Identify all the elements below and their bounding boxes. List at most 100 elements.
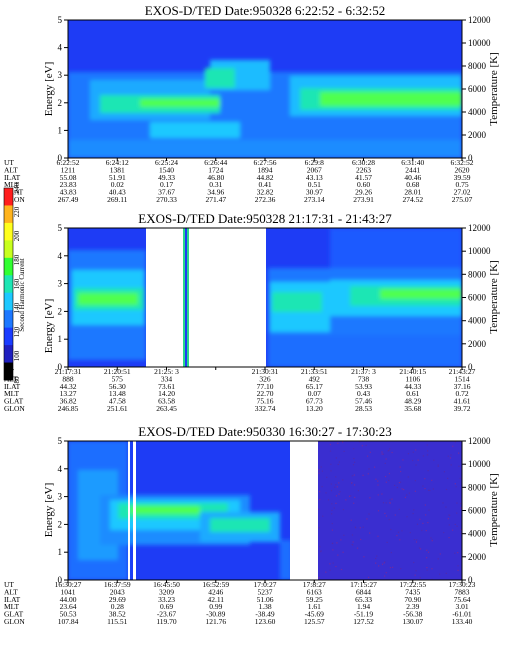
table-cell: 274.52 [402, 195, 423, 204]
table-cell: 49.33 [158, 173, 175, 182]
colorbar-label: Second Harmonic Current [18, 258, 26, 332]
noise-point [332, 542, 334, 544]
noise-point [366, 455, 369, 457]
noise-point [391, 566, 394, 568]
panel-1-y2tick: 10000 [468, 38, 491, 48]
panel-3-y-axis: 5 4 3 2 1 0 Energy [eV] [43, 436, 68, 585]
table-cell: 6:27:56 [254, 158, 277, 167]
table-cell: 67.73 [306, 397, 323, 406]
noise-point [352, 464, 355, 466]
noise-point [445, 572, 447, 574]
noise-point [415, 541, 418, 543]
table-cell: 75.16 [257, 397, 274, 406]
noise-point [326, 476, 328, 478]
noise-point [425, 514, 427, 516]
noise-point [325, 571, 327, 573]
noise-point [442, 502, 444, 504]
table-cell: 0.72 [455, 389, 468, 398]
noise-point [437, 558, 439, 560]
noise-point [437, 464, 439, 466]
table-cell: 55.08 [60, 173, 77, 182]
table-cell: 16:37:59 [104, 580, 131, 589]
noise-point [338, 482, 340, 484]
noise-point [415, 464, 417, 466]
table-cell: 738 [358, 374, 370, 383]
noise-point [426, 454, 429, 456]
noise-point [357, 490, 359, 492]
noise-point [399, 539, 401, 541]
noise-point [321, 485, 323, 488]
table-cell: -56.38 [403, 610, 423, 619]
noise-point [448, 537, 450, 539]
noise-point [396, 486, 398, 489]
panel-3-y2tick: 0 [468, 575, 473, 585]
noise-point [397, 531, 400, 533]
noise-point [390, 551, 392, 554]
colorbar-tick: 80 [13, 376, 21, 384]
table-cell: 40.43 [109, 188, 126, 197]
table-row-label: GLON [4, 617, 25, 626]
noise-point [358, 441, 361, 443]
noise-point [377, 510, 380, 512]
noise-point [360, 538, 362, 541]
table-cell: 17:0:27 [254, 580, 277, 589]
noise-point [353, 484, 356, 486]
noise-point [318, 472, 320, 474]
table-cell: 43.83 [60, 188, 77, 197]
table-row-label: ALT [4, 374, 18, 383]
table-cell: 17:15:27 [350, 580, 377, 589]
noise-point [368, 513, 370, 515]
panel-3: EXOS-D/TED Date:950330 16:30:27 - 17:30:… [4, 424, 500, 626]
noise-point [386, 541, 388, 543]
panel-2-y2tick: 10000 [468, 246, 491, 256]
panel-1-y-axis: 5 4 3 2 1 0 Energy [eV] [43, 15, 68, 163]
noise-point [396, 535, 398, 537]
noise-point [427, 522, 429, 524]
noise-point [339, 491, 341, 493]
table-cell: 21:33:51 [301, 367, 328, 376]
table-row-label: ILAT [4, 173, 21, 182]
noise-point [388, 472, 391, 475]
noise-point [459, 502, 462, 505]
table-cell: 6163 [307, 587, 322, 596]
noise-point [322, 515, 324, 517]
noise-point [426, 444, 428, 446]
table-cell: 5237 [258, 587, 273, 596]
colorbar-swatch [4, 222, 13, 241]
panel-2-y2-axis: 12000 10000 8000 6000 4000 2000 0 Temper… [462, 223, 500, 372]
noise-point [447, 477, 449, 479]
table-cell: 273.91 [353, 195, 374, 204]
table-cell: 1041 [61, 587, 76, 596]
noise-point [431, 578, 433, 580]
noise-point [455, 486, 457, 488]
table-cell: 41.57 [355, 173, 372, 182]
noise-point [369, 497, 371, 499]
noise-point [345, 499, 347, 501]
noise-point [385, 515, 388, 517]
table-cell: 4246 [208, 587, 223, 596]
table-row-label: MLT [4, 180, 20, 189]
table-cell: 23.64 [60, 602, 77, 611]
table-cell: 21:30:31 [252, 367, 279, 376]
noise-point [366, 518, 368, 520]
noise-point [356, 547, 359, 549]
noise-point [384, 462, 386, 464]
table-cell: 40.46 [404, 173, 421, 182]
panel-1-y2tick: 4000 [468, 107, 487, 117]
noise-point [445, 488, 448, 491]
table-cell: 28.53 [355, 404, 372, 413]
table-cell: 38.52 [109, 610, 126, 619]
table-cell: 39.59 [454, 173, 471, 182]
table-cell: 3209 [159, 587, 174, 596]
noise-point [427, 551, 430, 553]
noise-point [385, 458, 387, 460]
colorbar-tick: 100 [13, 350, 21, 361]
table-cell: 125.57 [304, 617, 325, 626]
noise-point [377, 484, 379, 486]
noise-point [318, 469, 320, 471]
colorbar-tick: 180 [13, 254, 21, 265]
noise-point [384, 512, 386, 515]
table-cell: 16:30:27 [55, 580, 82, 589]
noise-point [422, 455, 425, 457]
colorbar-swatch [4, 345, 13, 364]
